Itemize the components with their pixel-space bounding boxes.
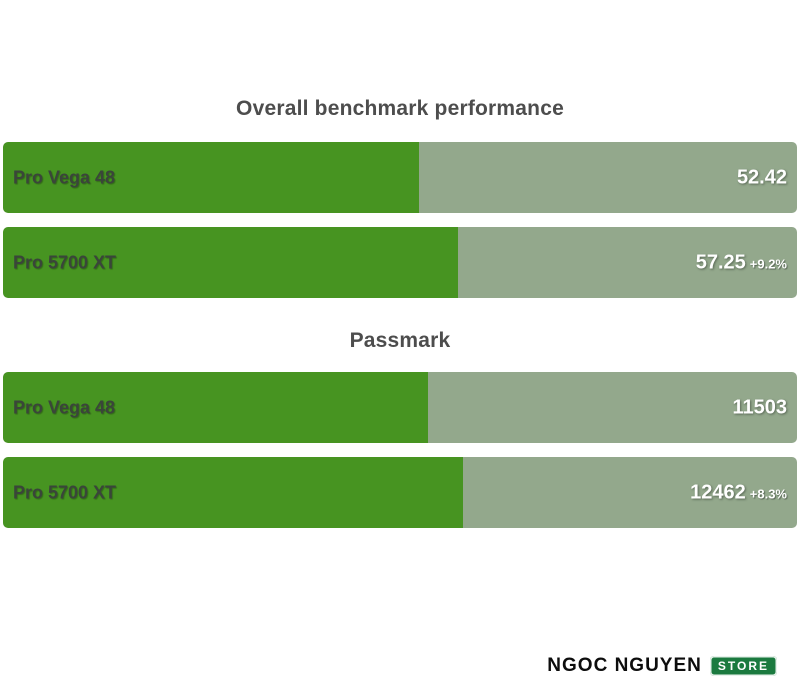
bar-value: 11503 [732, 396, 787, 419]
brand-name: NGOC NGUYEN [547, 655, 702, 676]
store-badge: STORE [709, 656, 777, 676]
bar-category-label: Pro 5700 XT [13, 252, 117, 272]
bar-fill [3, 457, 464, 528]
bar-value: 52.42 [737, 166, 787, 189]
brand-footer: NGOC NGUYEN STORE [547, 655, 777, 677]
chart-title-overall-benchmark: Overall benchmark performance [236, 97, 564, 120]
bar-row-pro-vega-48: Pro Vega 48 11503 [3, 372, 797, 443]
chart-section-overall-benchmark: Overall benchmark performance Pro Vega 4… [0, 96, 800, 298]
bar-fill [3, 372, 428, 443]
chart-bars-passmark: Pro Vega 48 11503 Pro 5700 XT 12462 +8.3% [0, 372, 800, 528]
bar-delta-percent: +8.3% [749, 486, 787, 501]
bar-fill [3, 227, 458, 298]
bar-category-label: Pro Vega 48 [13, 397, 116, 417]
bar-value: 12462 +8.3% [690, 481, 787, 504]
chart-section-passmark: Passmark Pro Vega 48 11503 Pro 5700 XT 1246… [0, 328, 800, 528]
benchmark-comparison-page: Overall benchmark performance Pro Vega 4… [0, 96, 800, 696]
bar-row-pro-vega-48: Pro Vega 48 52.42 [3, 142, 797, 213]
chart-bars-overall-benchmark: Pro Vega 48 52.42 Pro 5700 XT 57.25 +9.2% [0, 142, 800, 298]
bar-category-label: Pro Vega 48 [13, 167, 116, 187]
bar-category-label: Pro 5700 XT [13, 482, 117, 502]
bar-row-pro-5700-xt: Pro 5700 XT 57.25 +9.2% [3, 227, 797, 298]
bar-value-number: 52.42 [736, 166, 787, 188]
bar-row-pro-5700-xt: Pro 5700 XT 12462 +8.3% [3, 457, 797, 528]
chart-title-passmark: Passmark [349, 329, 451, 352]
bar-value-number: 57.25 [695, 251, 746, 273]
bar-value-number: 12462 [690, 481, 746, 503]
bar-delta-percent: +9.2% [749, 256, 787, 271]
bar-value-number: 11503 [732, 396, 787, 418]
bar-fill [3, 142, 420, 213]
bar-value: 57.25 +9.2% [696, 251, 787, 274]
